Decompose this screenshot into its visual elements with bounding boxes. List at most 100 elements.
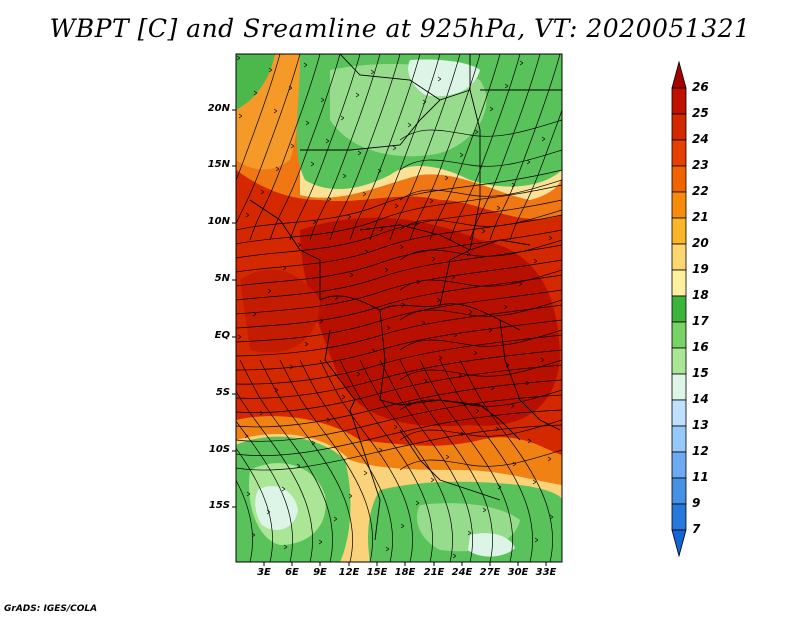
streamline	[371, 348, 376, 354]
streamline	[238, 113, 243, 119]
streamline	[236, 169, 562, 231]
streamline	[273, 108, 278, 114]
streamline	[281, 486, 286, 492]
colorbar-segment	[671, 243, 687, 271]
streamline	[378, 447, 383, 453]
southeast-pale-patch	[468, 533, 515, 557]
streamline	[526, 159, 531, 165]
streamline	[236, 54, 301, 225]
streamline	[510, 403, 515, 409]
streamline	[252, 311, 257, 317]
streamline	[303, 62, 308, 68]
streamline	[275, 166, 280, 172]
streamline	[269, 54, 341, 241]
streamline	[244, 433, 249, 439]
streamline	[548, 235, 553, 241]
streamline	[253, 90, 258, 96]
streamline	[481, 228, 486, 234]
colorbar-label: 19	[692, 262, 709, 276]
streamline	[311, 440, 316, 446]
northwest-green	[236, 54, 275, 110]
colorbar-segment	[671, 425, 687, 453]
streamline	[237, 334, 242, 340]
colorbar	[671, 60, 687, 558]
streamline	[236, 364, 562, 413]
streamline	[249, 54, 321, 241]
streamline	[236, 334, 562, 385]
streamline	[399, 119, 562, 141]
streamline	[445, 454, 450, 460]
colorbar-segment	[671, 451, 687, 479]
streamline	[296, 463, 301, 469]
lon-label: 6E	[285, 567, 299, 578]
streamline	[533, 258, 538, 264]
colorbar-label: 16	[692, 340, 709, 354]
streamline	[246, 491, 251, 497]
southwest-pale-patch	[255, 486, 298, 530]
lon-label: 27E	[479, 567, 501, 578]
north-pale-blue-patch	[408, 59, 480, 97]
streamline	[489, 106, 494, 112]
streamline	[349, 272, 354, 278]
colorbar-segment	[671, 373, 687, 401]
streamline	[236, 244, 562, 301]
streamline	[439, 359, 533, 562]
lat-label: 10N	[207, 216, 230, 227]
colorbar-segment	[671, 191, 687, 219]
streamline	[519, 60, 524, 66]
streamline	[236, 409, 562, 456]
streamline	[356, 371, 361, 377]
colorbar-label: 18	[692, 288, 709, 302]
streamline	[430, 477, 435, 483]
streamline	[474, 129, 479, 135]
lat-label: 10S	[208, 444, 230, 455]
streamline	[364, 249, 369, 255]
streamline	[236, 289, 562, 343]
streamline	[385, 546, 390, 552]
streamline	[236, 420, 293, 562]
streamline	[527, 438, 532, 444]
streamline	[325, 138, 330, 144]
streamline	[393, 424, 398, 430]
streamline	[310, 161, 315, 167]
streamline	[259, 410, 264, 416]
streamline	[236, 349, 562, 399]
streamline	[400, 523, 405, 529]
colorbar-segment	[671, 60, 687, 89]
streamline	[289, 364, 294, 370]
streamline	[363, 470, 368, 476]
streamline	[495, 426, 500, 432]
streamline	[319, 318, 324, 324]
colorbar-label: 15	[692, 366, 709, 380]
streamline	[392, 145, 397, 151]
colorbar-label: 21	[692, 210, 709, 224]
streamline	[488, 327, 493, 333]
streamline	[511, 182, 516, 188]
streamline	[279, 359, 373, 562]
streamline	[490, 385, 495, 391]
colorbar-segment	[671, 217, 687, 245]
streamline	[496, 205, 501, 211]
lon-label: 15E	[366, 567, 388, 578]
streamline	[429, 198, 434, 204]
lat-label: 20N	[207, 103, 230, 114]
streamline	[549, 514, 554, 520]
colorbar-segment	[671, 295, 687, 323]
streamline	[290, 143, 295, 149]
streamline	[541, 136, 546, 142]
streamline	[327, 196, 332, 202]
streamline	[436, 297, 441, 303]
colorbar-segment	[671, 503, 687, 531]
lat-label: 5N	[214, 273, 230, 284]
lon-label: 9E	[313, 567, 327, 578]
streamline	[453, 332, 458, 338]
streamline	[239, 359, 333, 562]
streamline	[369, 54, 441, 241]
streamline	[309, 54, 381, 241]
streamline	[236, 199, 562, 259]
streamlines	[236, 54, 562, 562]
streamline	[236, 274, 562, 329]
streamline	[389, 54, 461, 241]
streamline	[312, 219, 317, 225]
